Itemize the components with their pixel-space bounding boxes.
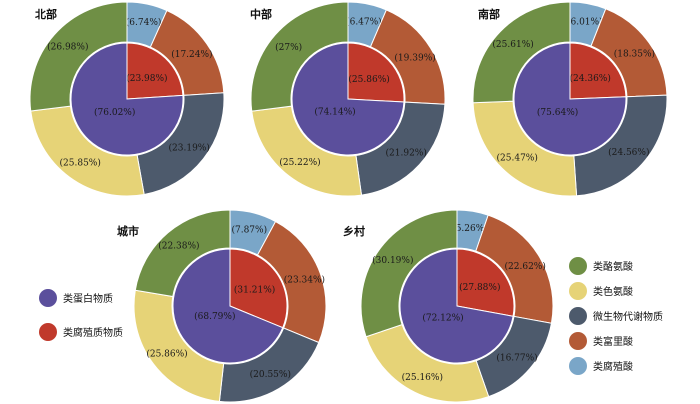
inner-pie-label: (25.86%) bbox=[348, 74, 389, 85]
outer-ring-label: (17.24%) bbox=[171, 49, 212, 60]
outer-ring-label: (6.01%) bbox=[567, 16, 603, 27]
donut-panel: 乡村 (5.26%) (22.62%) (16.77%) (25.16%) (30.19%… bbox=[343, 209, 554, 403]
outer-ring-label: (25.16%) bbox=[402, 372, 443, 383]
inner-pie-label: (31.21%) bbox=[234, 285, 275, 296]
legend-label: 类色氨酸 bbox=[593, 285, 633, 298]
outer-ring-label: (18.35%) bbox=[614, 48, 655, 59]
outer-ring-label: (25.22%) bbox=[279, 157, 320, 168]
panel-title: 城市 bbox=[117, 224, 139, 238]
outer-ring-label: (6.74%) bbox=[126, 17, 162, 28]
inner-pie-slice bbox=[456, 248, 515, 317]
legend-marker bbox=[569, 332, 587, 350]
donut-panel: 南部 (6.01%) (18.35%) (24.56%) (25.47%) (25.61%… bbox=[472, 1, 668, 197]
legend-label: 类富里酸 bbox=[593, 335, 633, 348]
outer-ring-label: (25.85%) bbox=[60, 158, 101, 169]
donut-panel: 中部 (6.47%) (19.39%) (21.92%) (25.22%) (27%) (2… bbox=[250, 1, 446, 197]
outer-ring-label: (21.92%) bbox=[386, 147, 427, 158]
inner-pie-label: (72.12%) bbox=[422, 313, 463, 324]
legend-label: 类腐殖酸 bbox=[593, 360, 633, 373]
inner-pie-slice bbox=[569, 42, 627, 100]
inner-pie-label: (23.98%) bbox=[126, 73, 167, 84]
inner-pie-label: (27.88%) bbox=[459, 282, 500, 293]
outer-ring-slice bbox=[134, 209, 231, 298]
outer-ring-label: (20.55%) bbox=[250, 369, 291, 380]
outer-ring-label: (25.86%) bbox=[146, 349, 187, 360]
outer-ring-label: (30.19%) bbox=[372, 255, 413, 266]
legend-label: 类腐殖质物质 bbox=[63, 326, 123, 339]
legend-marker bbox=[569, 257, 587, 275]
donut-panel: 城市 (7.87%) (23.34%) (20.55%) (25.86%) (22.38%… bbox=[117, 209, 327, 403]
inner-pie-slice bbox=[229, 248, 288, 329]
outer-ring-label: (25.47%) bbox=[497, 153, 538, 164]
outer-ring-label: (25.61%) bbox=[492, 39, 533, 50]
inner-pie-slice bbox=[513, 42, 627, 156]
outer-ring-label: (23.19%) bbox=[169, 143, 210, 154]
inner-pie-slice bbox=[347, 42, 405, 103]
panel-title: 乡村 bbox=[343, 224, 365, 238]
outer-ring-label: (6.47%) bbox=[346, 17, 382, 28]
inner-pie-label: (76.02%) bbox=[94, 107, 135, 118]
inner-pie-slice bbox=[126, 42, 184, 100]
legend-label: 类酪氨酸 bbox=[593, 260, 633, 273]
outer-ring-label: (24.56%) bbox=[608, 147, 649, 158]
panel-title: 南部 bbox=[478, 7, 500, 21]
inner-pie-slice bbox=[291, 42, 405, 156]
inner-pie-slice bbox=[70, 42, 184, 156]
outer-ring-label: (16.77%) bbox=[496, 352, 537, 363]
outer-ring-label: (7.87%) bbox=[231, 224, 267, 235]
outer-ring-label: (5.26%) bbox=[452, 223, 488, 234]
outer-ring-label: (22.62%) bbox=[505, 261, 546, 272]
donut-panel: 北部 (6.74%) (17.24%) (23.19%) (25.85%) (26.98%… bbox=[29, 1, 225, 197]
outer-ring-label: (26.98%) bbox=[47, 42, 88, 53]
legend-marker bbox=[39, 289, 57, 307]
legend-label: 微生物代谢物质 bbox=[593, 310, 663, 323]
inner-pie-label: (68.79%) bbox=[194, 311, 235, 322]
inner-pie-label: (75.64%) bbox=[537, 107, 578, 118]
legend-label: 类蛋白物质 bbox=[63, 292, 113, 305]
inner-pie-label: (24.36%) bbox=[570, 73, 611, 84]
panel-title: 北部 bbox=[35, 7, 57, 21]
legend-marker bbox=[569, 307, 587, 325]
outer-ring-label: (23.34%) bbox=[284, 274, 325, 285]
legend-marker bbox=[569, 282, 587, 300]
panel-title: 中部 bbox=[250, 7, 272, 21]
inner-pie-label: (74.14%) bbox=[314, 106, 355, 117]
inner-pie-slice bbox=[172, 248, 284, 364]
outer-ring-label: (19.39%) bbox=[394, 52, 435, 63]
legend-marker bbox=[39, 323, 57, 341]
inner-pie-slice bbox=[399, 248, 514, 364]
outer-ring-label: (27%) bbox=[275, 42, 302, 53]
outer-ring-label: (22.38%) bbox=[158, 241, 199, 252]
legend-marker bbox=[569, 357, 587, 375]
